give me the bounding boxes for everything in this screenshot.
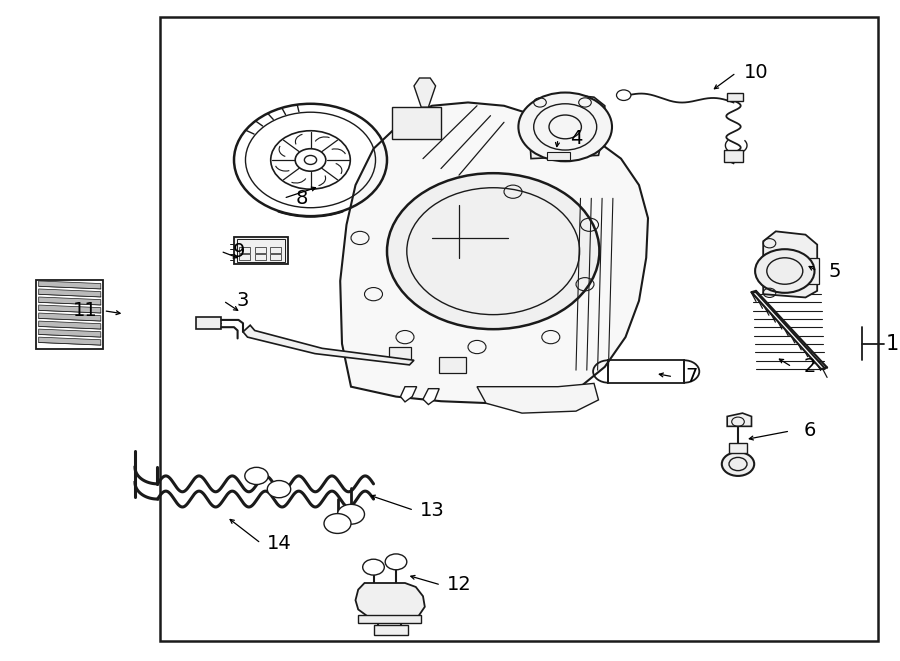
Text: 7: 7 (685, 368, 698, 386)
Polygon shape (39, 313, 101, 321)
Bar (547, 152, 570, 160)
Circle shape (245, 467, 268, 485)
Polygon shape (763, 231, 817, 297)
Text: 5: 5 (829, 262, 842, 280)
Circle shape (363, 559, 384, 575)
Bar (727, 93, 743, 101)
Polygon shape (356, 583, 425, 618)
Polygon shape (39, 281, 101, 289)
Text: 4: 4 (570, 130, 582, 148)
Polygon shape (423, 389, 439, 405)
Polygon shape (39, 305, 101, 313)
Bar (374, 625, 408, 635)
Text: 3: 3 (237, 292, 249, 310)
Circle shape (518, 93, 612, 161)
Polygon shape (477, 383, 598, 413)
Bar (239, 254, 250, 260)
Bar (358, 615, 421, 623)
Polygon shape (39, 289, 101, 297)
Bar (270, 254, 281, 260)
Circle shape (722, 452, 754, 476)
Bar (439, 357, 466, 373)
Text: 9: 9 (232, 242, 245, 260)
Polygon shape (39, 321, 101, 329)
Bar (255, 247, 266, 253)
Polygon shape (400, 387, 417, 402)
Bar (255, 254, 266, 260)
Text: 8: 8 (295, 189, 308, 208)
Bar (239, 247, 250, 253)
Polygon shape (752, 292, 825, 369)
Polygon shape (727, 413, 752, 426)
Text: 2: 2 (804, 358, 816, 376)
Bar (270, 247, 281, 253)
Text: 6: 6 (804, 422, 816, 440)
Polygon shape (243, 325, 414, 365)
Polygon shape (39, 297, 101, 305)
Circle shape (267, 481, 291, 498)
Text: 13: 13 (419, 501, 445, 520)
Text: 10: 10 (743, 63, 769, 82)
Polygon shape (729, 443, 747, 453)
Text: 14: 14 (266, 534, 292, 553)
Text: 12: 12 (446, 576, 472, 594)
Bar (160, 17, 878, 641)
Bar (801, 258, 819, 284)
Circle shape (338, 504, 364, 524)
Text: 11: 11 (73, 301, 98, 320)
Circle shape (387, 173, 599, 329)
Bar (389, 347, 411, 360)
Polygon shape (39, 337, 101, 345)
Polygon shape (39, 329, 101, 337)
Circle shape (385, 554, 407, 570)
Polygon shape (414, 78, 436, 107)
Bar (234, 237, 288, 264)
Circle shape (755, 249, 815, 293)
Bar (608, 360, 684, 383)
Bar (237, 239, 285, 262)
Circle shape (324, 514, 351, 533)
Polygon shape (529, 94, 605, 159)
Bar (724, 150, 743, 162)
Text: 1: 1 (886, 334, 899, 354)
Bar (196, 317, 221, 329)
Circle shape (616, 90, 631, 100)
Polygon shape (340, 102, 648, 403)
Bar (36, 280, 104, 349)
Bar (392, 107, 441, 139)
